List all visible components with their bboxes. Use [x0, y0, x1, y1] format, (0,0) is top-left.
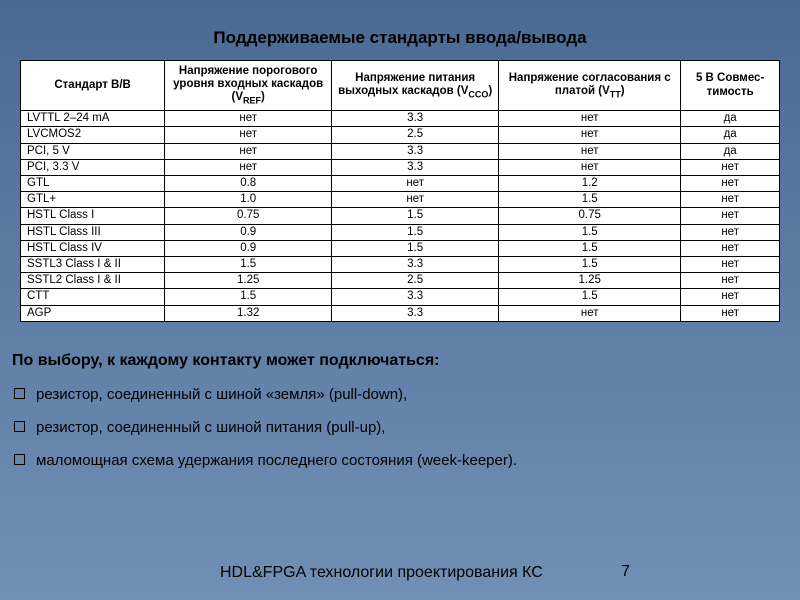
table-cell: нет [681, 208, 780, 224]
table-cell: нет [165, 127, 332, 143]
table-cell: 3.3 [332, 159, 499, 175]
table-cell: 1.5 [332, 240, 499, 256]
table-header-cell: 5 В Совмес­тимость [681, 61, 780, 111]
table-cell: 1.25 [499, 273, 681, 289]
table-cell: 3.3 [332, 111, 499, 127]
table-cell: да [681, 127, 780, 143]
table-cell: 1.5 [165, 257, 332, 273]
table-row: PCI, 3.3 Vнет3.3нетнет [21, 159, 780, 175]
table-cell: нет [681, 224, 780, 240]
table-cell: нет [499, 143, 681, 159]
table-cell: нет [165, 143, 332, 159]
table-cell: нет [681, 305, 780, 321]
table-cell: HSTL Class III [21, 224, 165, 240]
table-cell: 1.5 [499, 257, 681, 273]
table-cell: 1.5 [332, 224, 499, 240]
table-cell: да [681, 143, 780, 159]
table-cell: 0.75 [499, 208, 681, 224]
bullet-item: маломощная схема удержания последнего со… [12, 452, 788, 469]
page-number: 7 [621, 563, 630, 581]
table-cell: 1.5 [499, 192, 681, 208]
table-row: LVTTL 2–24 mAнет3.3нетда [21, 111, 780, 127]
table-cell: 0.75 [165, 208, 332, 224]
table-cell: 3.3 [332, 143, 499, 159]
footer-text: HDL&FPGA технологии проектирования КС [220, 563, 543, 582]
slide-title: Поддерживаемые стандарты ввода/вывода [0, 0, 800, 60]
table-cell: PCI, 5 V [21, 143, 165, 159]
table-cell: 1.5 [499, 240, 681, 256]
table-cell: нет [499, 159, 681, 175]
table-header-cell: Напряжение согласования с платой (VTT) [499, 61, 681, 111]
table-cell: GTL+ [21, 192, 165, 208]
table-cell: 1.5 [499, 224, 681, 240]
table-row: HSTL Class I0.751.50.75нет [21, 208, 780, 224]
bullet-list: резистор, соединенный с шиной «земля» (p… [12, 386, 788, 469]
io-standards-table-wrap: Стандарт В/ВНапряжение порогового уровня… [20, 60, 780, 322]
table-cell: нет [332, 192, 499, 208]
table-cell: нет [681, 192, 780, 208]
table-row: SSTL2 Class I & II1.252.51.25нет [21, 273, 780, 289]
table-cell: 3.3 [332, 257, 499, 273]
table-cell: AGP [21, 305, 165, 321]
table-cell: 1.5 [165, 289, 332, 305]
table-cell: 0.8 [165, 175, 332, 191]
table-cell: SSTL2 Class I & II [21, 273, 165, 289]
table-cell: 0.9 [165, 240, 332, 256]
table-row: GTL0.8нет1.2нет [21, 175, 780, 191]
table-header-cell: Напряжение питания выход­ных каскадов (V… [332, 61, 499, 111]
table-cell: 1.25 [165, 273, 332, 289]
table-cell: нет [499, 111, 681, 127]
table-cell: нет [165, 111, 332, 127]
table-cell: LVCMOS2 [21, 127, 165, 143]
table-cell: LVTTL 2–24 mA [21, 111, 165, 127]
table-cell: 3.3 [332, 289, 499, 305]
table-cell: нет [681, 273, 780, 289]
table-cell: 3.3 [332, 305, 499, 321]
table-row: PCI, 5 Vнет3.3нетда [21, 143, 780, 159]
table-row: LVCMOS2нет2.5нетда [21, 127, 780, 143]
table-cell: нет [681, 159, 780, 175]
table-row: GTL+1.0нет1.5нет [21, 192, 780, 208]
table-cell: HSTL Class I [21, 208, 165, 224]
io-standards-table: Стандарт В/ВНапряжение порогового уровня… [20, 60, 780, 322]
table-row: HSTL Class IV0.91.51.5нет [21, 240, 780, 256]
table-header-cell: Напряжение порогового уровня входных кас… [165, 61, 332, 111]
table-row: AGP1.323.3нетнет [21, 305, 780, 321]
table-cell: нет [165, 159, 332, 175]
table-cell: 1.0 [165, 192, 332, 208]
table-cell: GTL [21, 175, 165, 191]
table-cell: SSTL3 Class I & II [21, 257, 165, 273]
table-cell: нет [681, 257, 780, 273]
table-cell: 1.5 [499, 289, 681, 305]
table-cell: нет [499, 305, 681, 321]
table-cell: нет [681, 175, 780, 191]
table-cell: 1.32 [165, 305, 332, 321]
table-cell: PCI, 3.3 V [21, 159, 165, 175]
table-row: SSTL3 Class I & II1.53.31.5нет [21, 257, 780, 273]
table-cell: HSTL Class IV [21, 240, 165, 256]
table-row: CTT1.53.31.5нет [21, 289, 780, 305]
table-cell: нет [332, 175, 499, 191]
slide: Поддерживаемые стандарты ввода/вывода Ст… [0, 0, 800, 600]
table-cell: 2.5 [332, 273, 499, 289]
table-row: HSTL Class III0.91.51.5нет [21, 224, 780, 240]
bullet-item: резистор, соединенный с шиной «земля» (p… [12, 386, 788, 403]
table-cell: нет [681, 289, 780, 305]
table-cell: да [681, 111, 780, 127]
table-cell: 2.5 [332, 127, 499, 143]
table-header-cell: Стандарт В/В [21, 61, 165, 111]
table-cell: нет [499, 127, 681, 143]
bullet-item: резистор, соединенный с шиной питания (p… [12, 419, 788, 436]
table-cell: нет [681, 240, 780, 256]
intro-text: По выбору, к каждому контакту может подк… [12, 352, 788, 370]
table-cell: CTT [21, 289, 165, 305]
slide-footer: HDL&FPGA технологии проектирования КС 7 [0, 563, 800, 582]
table-cell: 1.5 [332, 208, 499, 224]
table-cell: 1.2 [499, 175, 681, 191]
table-cell: 0.9 [165, 224, 332, 240]
